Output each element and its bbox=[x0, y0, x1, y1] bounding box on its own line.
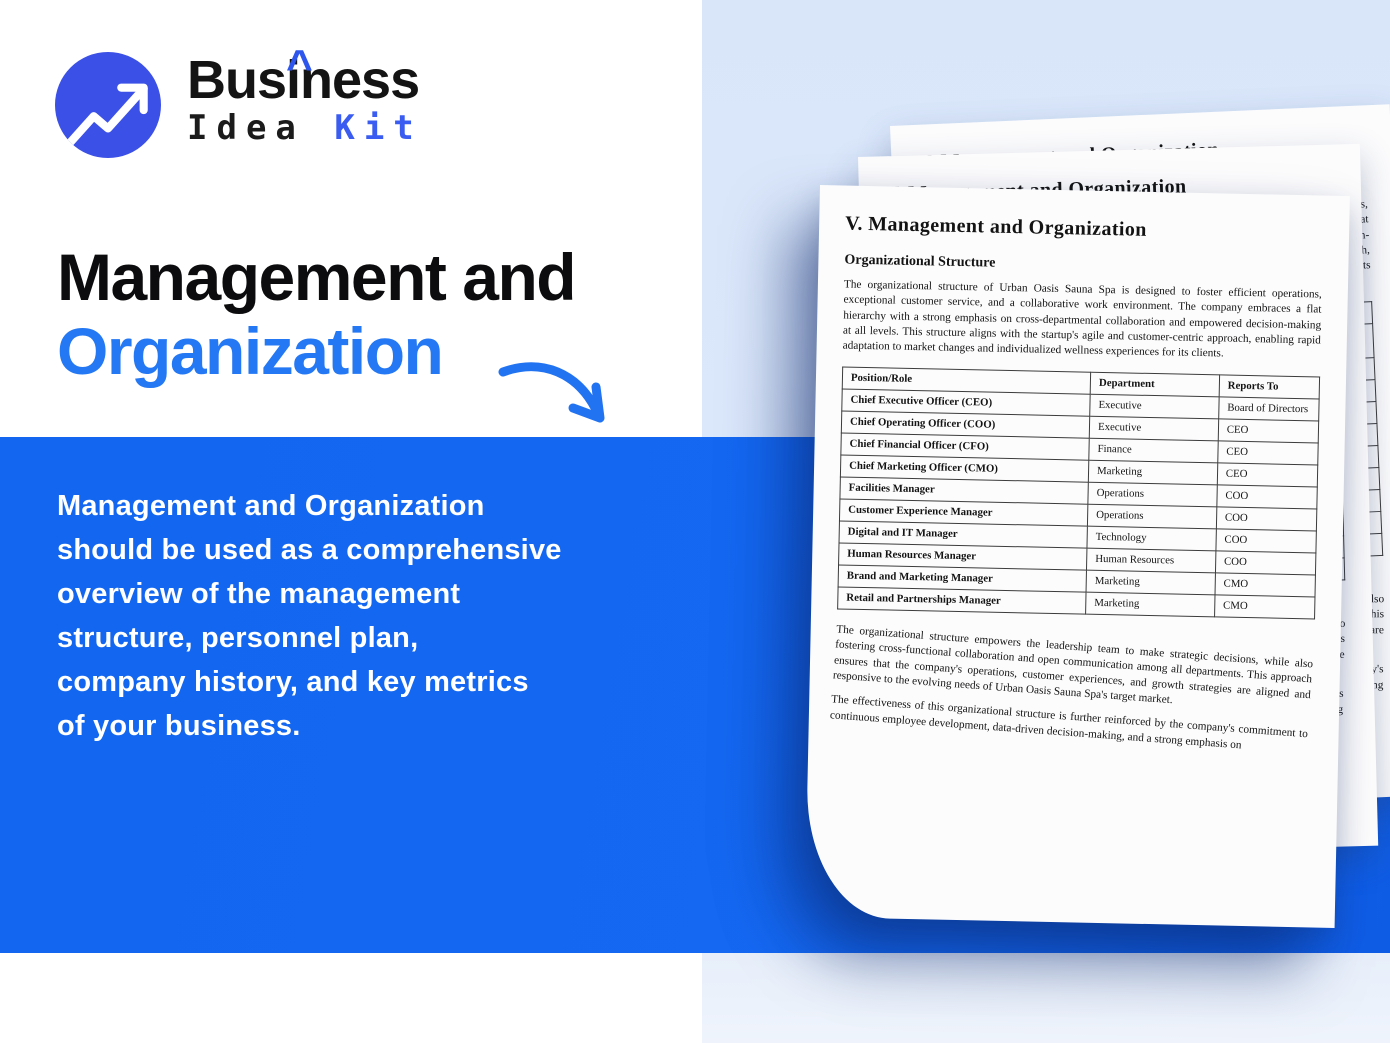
brand-subtitle: Idea Kit bbox=[187, 108, 423, 148]
org-structure-table: Position/Role Department Reports To Chie… bbox=[837, 366, 1320, 619]
brand-subtitle-kit: Kit bbox=[334, 108, 423, 148]
document-content: V. Management and Organization Organizat… bbox=[808, 185, 1350, 754]
reports-to-cell: CMO bbox=[1214, 572, 1316, 597]
doc-title: V. Management and Organization bbox=[844, 212, 1148, 241]
hero-title: Management and Organization bbox=[57, 240, 577, 388]
department-cell: Operations bbox=[1087, 481, 1218, 507]
department-cell: Marketing bbox=[1088, 459, 1218, 485]
department-cell: Technology bbox=[1087, 525, 1217, 551]
department-cell: Executive bbox=[1089, 394, 1219, 419]
reports-to-cell: COO bbox=[1216, 506, 1317, 531]
reports-to-cell: CEO bbox=[1217, 440, 1319, 465]
department-cell: Human Resources bbox=[1086, 547, 1216, 573]
reports-to-cell: Board of Directors bbox=[1218, 396, 1320, 421]
department-cell: Operations bbox=[1087, 503, 1217, 529]
reports-to-cell: CEO bbox=[1217, 462, 1318, 487]
description-line: Management and Organization bbox=[57, 490, 485, 522]
reports-to-cell: CMO bbox=[1214, 594, 1315, 619]
brand-subtitle-idea: Idea bbox=[187, 108, 335, 148]
column-header-department: Department bbox=[1090, 372, 1220, 397]
brand-logo: Business Idea Kit bbox=[55, 52, 423, 158]
description-panel: Management and Organization should be us… bbox=[57, 484, 562, 748]
reports-to-cell: CEO bbox=[1218, 418, 1319, 443]
reports-to-cell: COO bbox=[1215, 528, 1317, 553]
brand-text: Business Idea Kit bbox=[187, 52, 423, 148]
position-cell: Retail and Partnerships Manager bbox=[837, 586, 1087, 614]
department-cell: Marketing bbox=[1085, 591, 1215, 617]
logo-i-accent-icon bbox=[286, 40, 312, 92]
department-cell: Executive bbox=[1089, 415, 1219, 441]
trend-arrow-icon bbox=[55, 52, 161, 158]
description-line: structure, personnel plan, bbox=[57, 622, 419, 654]
doc-intro-paragraph: The organizational structure of Urban Oa… bbox=[842, 278, 1322, 360]
reports-to-cell: COO bbox=[1215, 550, 1316, 575]
column-header-reports-to: Reports To bbox=[1218, 374, 1320, 399]
doc-closing-block: The organizational structure empowers th… bbox=[829, 622, 1314, 758]
department-cell: Marketing bbox=[1086, 569, 1216, 595]
document-page-front: V. Management and Organization Organizat… bbox=[804, 185, 1350, 928]
description-line: should be used as a comprehensive bbox=[57, 534, 562, 566]
hero-title-line-1: Management and bbox=[57, 240, 577, 314]
reports-to-cell: COO bbox=[1216, 484, 1318, 509]
description-line: of your business. bbox=[57, 710, 301, 742]
description-line: company history, and key metrics bbox=[57, 666, 529, 698]
description-line: overview of the management bbox=[57, 578, 461, 610]
curved-arrow-icon bbox=[498, 362, 605, 423]
brand-name: Business bbox=[187, 53, 423, 107]
doc-section-heading: Organizational Structure bbox=[844, 252, 996, 271]
department-cell: Finance bbox=[1088, 437, 1219, 463]
hero-title-line-2: Organization bbox=[57, 314, 444, 388]
